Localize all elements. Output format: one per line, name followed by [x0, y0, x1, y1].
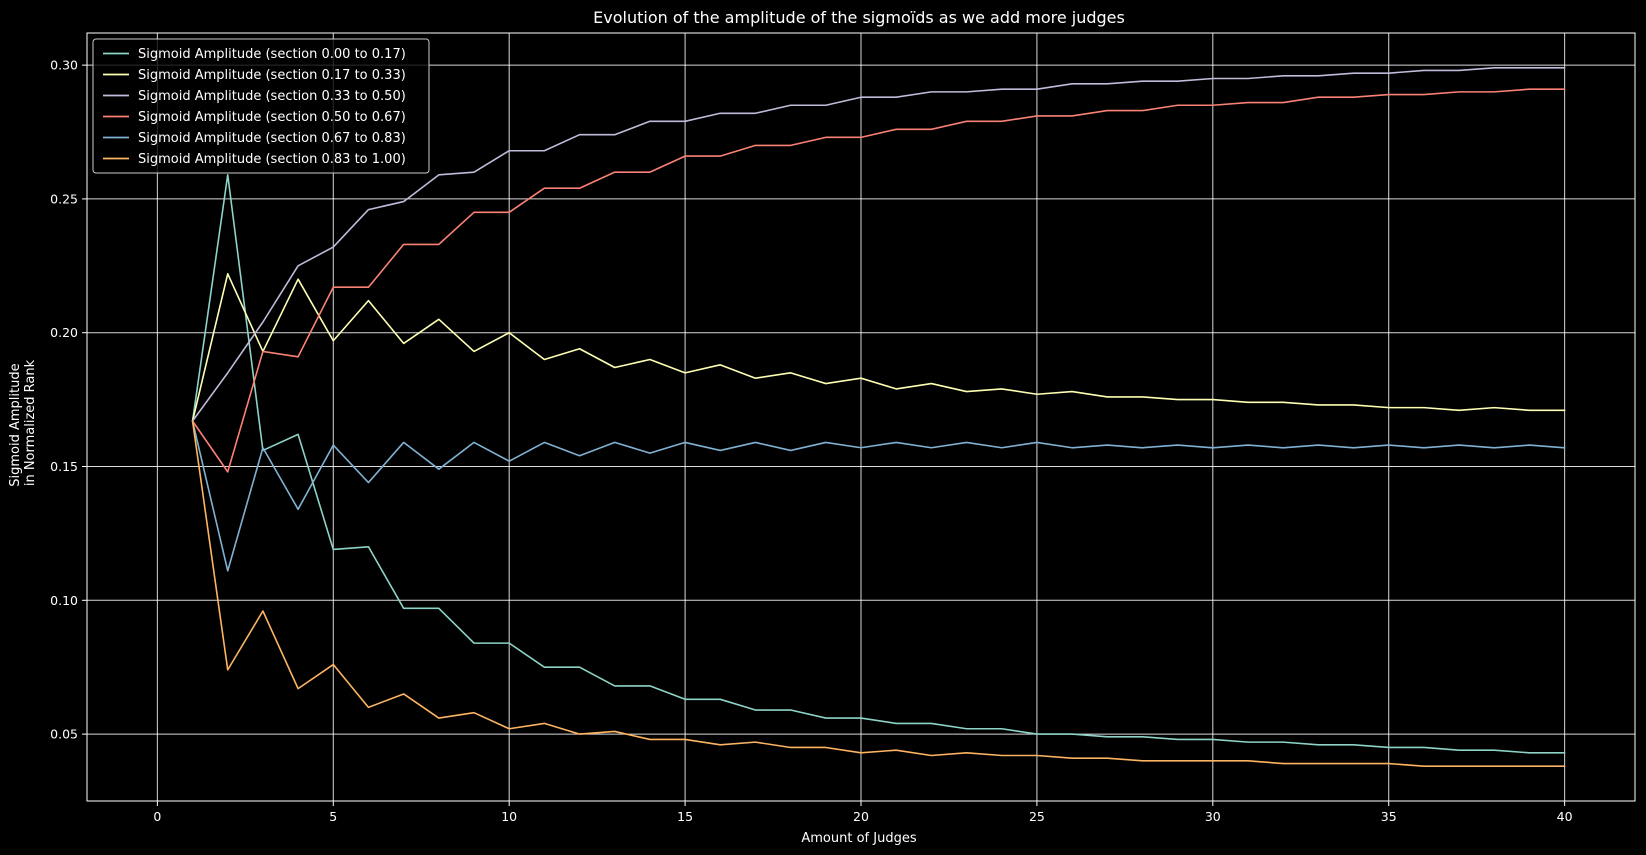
- y-tick-label: 0.15: [50, 459, 78, 474]
- series-line-4: [191, 88, 1566, 473]
- x-tick-label: 35: [1381, 809, 1397, 824]
- y-tick-label: 0.10: [50, 593, 78, 608]
- series-line-5: [191, 420, 1566, 572]
- x-tick-label: 10: [501, 809, 517, 824]
- y-tick-label: 0.05: [50, 727, 78, 742]
- x-tick-label: 5: [329, 809, 337, 824]
- legend-entry-5: Sigmoid Amplitude (section 0.67 to 0.83): [138, 131, 406, 146]
- y-tick-label: 0.30: [50, 58, 78, 73]
- legend-entry-1: Sigmoid Amplitude (section 0.00 to 0.17): [138, 47, 406, 62]
- axes: 0 5 10 15 20 25 30 35 40 0.05 0.10 0.15 0.20 0.25 0.30: [50, 32, 1636, 824]
- legend-entry-2: Sigmoid Amplitude (section 0.17 to 0.33): [138, 68, 406, 83]
- x-tick-label: 15: [677, 809, 693, 824]
- x-tick-label: 30: [1205, 809, 1221, 824]
- y-axis-title-line-1: Sigmoid Amplitude: [8, 363, 23, 486]
- series-line-6: [191, 420, 1566, 768]
- series-line-3: [191, 66, 1566, 422]
- series-lines: [191, 66, 1566, 768]
- x-tick-label: 20: [853, 809, 869, 824]
- legend-entry-6: Sigmoid Amplitude (section 0.83 to 1.00): [138, 152, 406, 167]
- legend-box: [92, 38, 430, 174]
- series-line-1: [191, 174, 1566, 754]
- grid: [87, 33, 1635, 801]
- legend-entry-3: Sigmoid Amplitude (section 0.33 to 0.50): [138, 89, 406, 104]
- y-tick-label: 0.20: [50, 325, 78, 340]
- x-tick-label: 40: [1557, 809, 1573, 824]
- legend-entry-4: Sigmoid Amplitude (section 0.50 to 0.67): [138, 110, 406, 125]
- legend: Sigmoid Amplitude (section 0.00 to 0.17)…: [92, 38, 430, 174]
- x-tick-label: 25: [1029, 809, 1045, 824]
- y-axis-title-line-2: in Normalized Rank: [23, 359, 38, 486]
- y-axis-title: Sigmoid Amplitude in Normalized Rank: [8, 359, 38, 487]
- x-axis-title: Amount of Judges: [801, 831, 916, 846]
- x-tick-label: 0: [153, 809, 161, 824]
- y-tick-label: 0.25: [50, 191, 78, 206]
- series-line-2: [191, 273, 1566, 422]
- chart-title: Evolution of the amplitude of the sigmoï…: [593, 8, 1125, 27]
